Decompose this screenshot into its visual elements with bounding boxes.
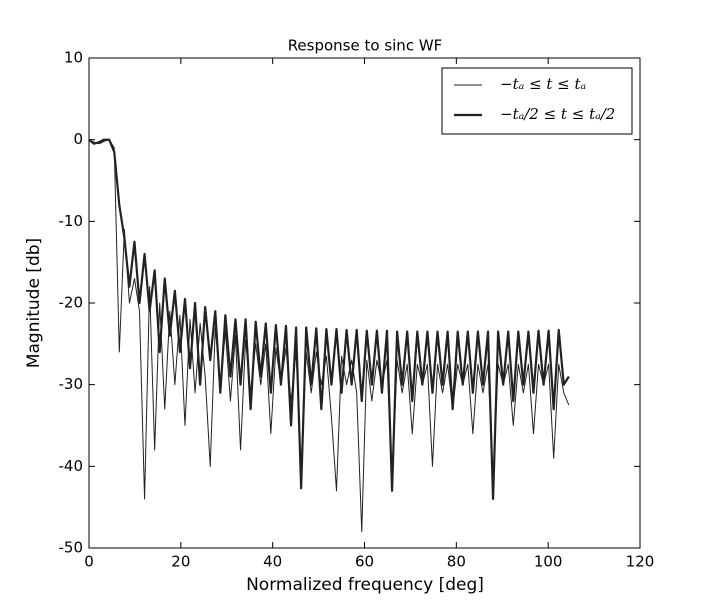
legend-box [441, 67, 633, 135]
y-tick-label: 0 [73, 130, 83, 148]
legend-label: −tₐ ≤ t ≤ tₐ [500, 75, 586, 93]
x-tick-label: 0 [84, 553, 94, 571]
x-tick-label: 60 [355, 553, 374, 571]
chart-title: Response to sinc WF [288, 37, 443, 55]
x-tick-label: 120 [626, 553, 655, 571]
plot-frame [88, 57, 641, 549]
x-tick-label: 20 [171, 553, 190, 571]
y-tick-label: -30 [59, 375, 84, 393]
x-tick-label: 100 [534, 553, 563, 571]
y-tick-label: -10 [59, 212, 84, 230]
x-tick-label: 80 [447, 553, 466, 571]
y-tick-label: 10 [64, 49, 83, 67]
y-tick-label: -20 [59, 294, 84, 312]
y-axis-label: Magnitude [db] [24, 238, 44, 368]
legend-label: −tₐ/2 ≤ t ≤ tₐ/2 [500, 105, 615, 123]
y-tick-label: -40 [59, 457, 84, 475]
series-line [88, 138, 570, 501]
x-tick-label: 40 [263, 553, 282, 571]
x-axis-label: Normalized frequency [deg] [246, 575, 484, 595]
y-tick-label: -50 [59, 539, 84, 557]
